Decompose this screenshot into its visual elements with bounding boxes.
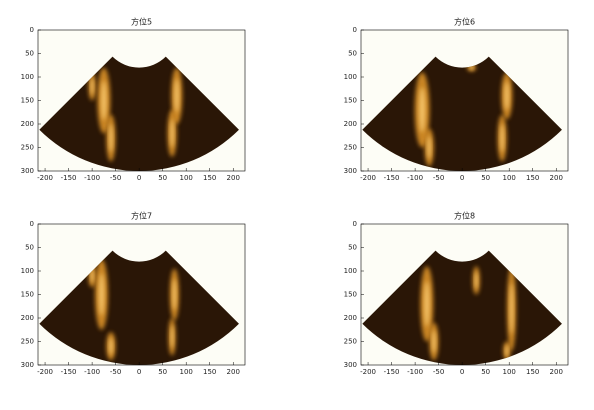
x-tick-label: 100 bbox=[180, 174, 193, 182]
echo-core bbox=[174, 78, 180, 113]
x-tick-label: 150 bbox=[203, 174, 216, 182]
x-tick-label: -200 bbox=[37, 368, 53, 376]
x-tick-label: 200 bbox=[227, 368, 240, 376]
x-tick-label: 50 bbox=[481, 368, 490, 376]
x-tick-label: 150 bbox=[203, 368, 216, 376]
y-tick-label: 300 bbox=[344, 167, 357, 175]
echo-core bbox=[101, 80, 107, 121]
x-tick-label: 50 bbox=[481, 174, 490, 182]
echo-core bbox=[504, 81, 510, 110]
y-tick-label: 0 bbox=[353, 220, 357, 228]
y-tick-label: 300 bbox=[344, 361, 357, 369]
x-tick-label: -200 bbox=[360, 174, 376, 182]
echo-core bbox=[170, 325, 174, 349]
x-tick-label: 50 bbox=[158, 174, 167, 182]
x-tick-label: -150 bbox=[384, 174, 400, 182]
y-tick-label: 250 bbox=[21, 144, 34, 152]
x-tick-label: -150 bbox=[61, 174, 77, 182]
x-tick-label: 0 bbox=[460, 174, 464, 182]
x-tick-label: -50 bbox=[110, 368, 121, 376]
x-tick-label: 50 bbox=[158, 368, 167, 376]
y-tick-label: 250 bbox=[21, 338, 34, 346]
subplot: 方位8 -200 -150 -100 -50 0 50 100 150 200 0 50 100 150 2… bbox=[344, 211, 569, 376]
echo-core bbox=[505, 345, 509, 357]
y-tick-label: 150 bbox=[21, 291, 34, 299]
subplot-title: 方位5 bbox=[131, 17, 152, 27]
sonar-fan bbox=[362, 56, 562, 172]
echo-core bbox=[427, 136, 432, 159]
y-tick-label: 200 bbox=[21, 120, 34, 128]
y-tick-label: 250 bbox=[344, 338, 357, 346]
y-tick-label: 50 bbox=[25, 50, 34, 58]
subplot: 方位6 -200 -150 -100 -50 0 50 100 150 200 0 50 100 150 2… bbox=[344, 17, 569, 182]
x-tick-label: 200 bbox=[550, 368, 563, 376]
x-tick-label: -100 bbox=[84, 174, 100, 182]
y-tick-label: 0 bbox=[353, 26, 357, 34]
y-tick-label: 100 bbox=[344, 267, 357, 275]
echo-core bbox=[172, 278, 177, 311]
y-tick-label: 0 bbox=[30, 26, 34, 34]
echo-core bbox=[509, 283, 514, 334]
sonar-echoes bbox=[420, 266, 517, 361]
y-tick-label: 150 bbox=[344, 291, 357, 299]
x-tick-label: -150 bbox=[384, 368, 400, 376]
echo-core bbox=[424, 281, 430, 327]
echo-core bbox=[109, 337, 113, 355]
sonar-echoes bbox=[88, 67, 183, 162]
echo-core bbox=[419, 87, 426, 133]
x-tick-label: 200 bbox=[550, 174, 563, 182]
echo-core bbox=[98, 273, 105, 316]
x-tick-label: 100 bbox=[503, 368, 516, 376]
echo-core bbox=[474, 271, 478, 289]
subplot-title: 方位8 bbox=[454, 211, 475, 221]
subplot-title: 方位7 bbox=[131, 211, 152, 221]
echo-core bbox=[90, 268, 94, 283]
echo-core bbox=[500, 124, 505, 153]
echo-core bbox=[109, 124, 113, 153]
x-tick-label: -200 bbox=[360, 368, 376, 376]
x-tick-label: 0 bbox=[460, 368, 464, 376]
y-tick-label: 300 bbox=[21, 361, 34, 369]
sonar-echoes bbox=[414, 63, 513, 167]
y-tick-label: 200 bbox=[344, 120, 357, 128]
x-tick-label: 100 bbox=[180, 368, 193, 376]
echo-core bbox=[90, 77, 94, 95]
x-tick-label: 150 bbox=[526, 174, 539, 182]
y-tick-label: 300 bbox=[21, 167, 34, 175]
y-tick-label: 50 bbox=[348, 50, 357, 58]
x-tick-label: 100 bbox=[503, 174, 516, 182]
x-tick-label: 200 bbox=[227, 174, 240, 182]
y-tick-label: 100 bbox=[21, 73, 34, 81]
x-tick-label: -50 bbox=[110, 174, 121, 182]
y-tick-label: 150 bbox=[344, 97, 357, 105]
x-tick-label: 0 bbox=[137, 368, 141, 376]
x-tick-label: -150 bbox=[61, 368, 77, 376]
y-tick-label: 50 bbox=[25, 244, 34, 252]
echo-core bbox=[432, 330, 436, 353]
subplot: 方位7 -200 -150 -100 -50 0 50 100 150 200 0 50 100 150 2… bbox=[21, 211, 246, 376]
x-tick-label: -100 bbox=[407, 174, 423, 182]
y-tick-label: 0 bbox=[30, 220, 34, 228]
x-tick-label: -200 bbox=[37, 174, 53, 182]
x-tick-label: 150 bbox=[526, 368, 539, 376]
x-tick-label: -50 bbox=[433, 174, 444, 182]
echo-core bbox=[170, 119, 174, 148]
y-tick-label: 200 bbox=[344, 314, 357, 322]
sonar-echoes bbox=[88, 259, 180, 361]
y-tick-label: 250 bbox=[344, 144, 357, 152]
x-tick-label: -100 bbox=[407, 368, 423, 376]
x-tick-label: -100 bbox=[84, 368, 100, 376]
x-tick-label: -50 bbox=[433, 368, 444, 376]
subplot: 方位5 -200 -150 -100 -50 0 50 100 150 200 0 50 100 150 2… bbox=[21, 17, 246, 182]
y-tick-label: 150 bbox=[21, 97, 34, 105]
y-tick-label: 200 bbox=[21, 314, 34, 322]
y-tick-label: 100 bbox=[344, 73, 357, 81]
y-tick-label: 50 bbox=[348, 244, 357, 252]
subplot-title: 方位6 bbox=[454, 17, 475, 27]
y-tick-label: 100 bbox=[21, 267, 34, 275]
x-tick-label: 0 bbox=[137, 174, 141, 182]
